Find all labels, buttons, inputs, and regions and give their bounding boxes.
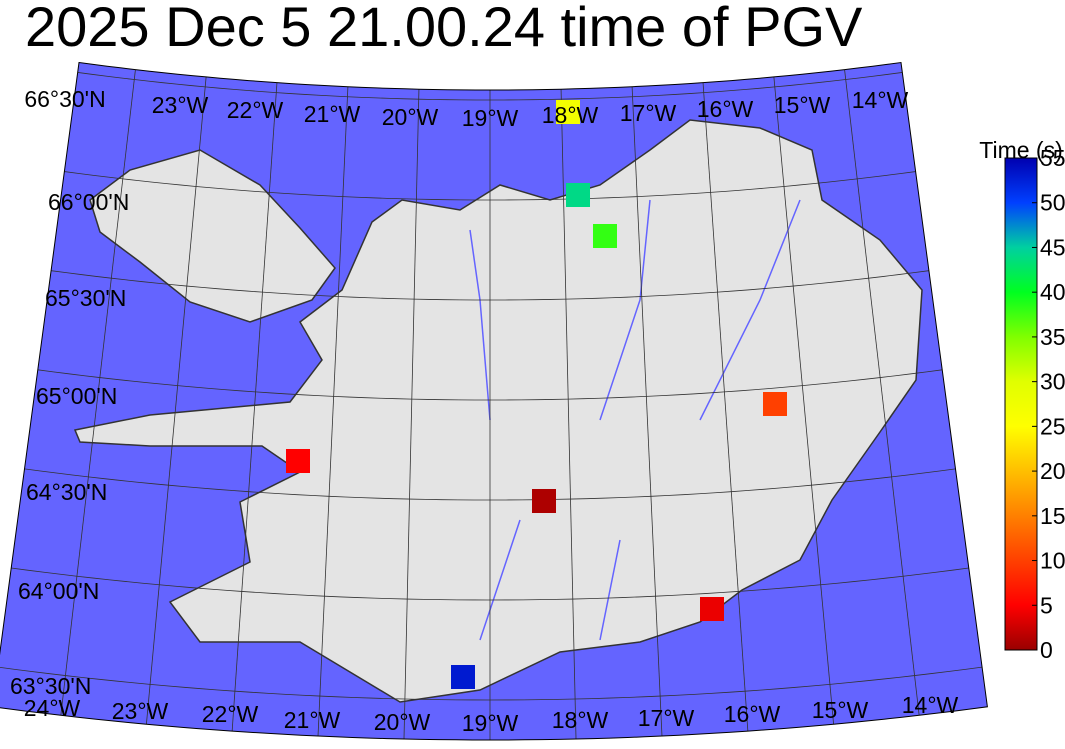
meridian <box>231 82 278 732</box>
colorbar-tick-label: 0 <box>1040 637 1053 663</box>
station-marker <box>532 489 556 513</box>
bottom-lon-label: 19°W <box>462 710 519 736</box>
colorbar-tick-label: 45 <box>1040 234 1065 260</box>
meridian <box>773 76 834 725</box>
bottom-lon-label: 24°W <box>24 695 81 721</box>
meridian <box>60 69 136 716</box>
bottom-lon-label: 18°W <box>552 707 609 733</box>
top-lon-label: 14°W <box>852 87 909 113</box>
lat-label: 65°00'N <box>36 383 117 409</box>
lat-label: 64°30'N <box>26 479 107 505</box>
station-marker <box>700 597 724 621</box>
colorbar-tick-label: 35 <box>1040 324 1065 350</box>
title: 2025 Dec 5 21.00.24 time of PGV <box>25 0 863 58</box>
station-marker <box>451 665 475 689</box>
colorbar-tick-label: 25 <box>1040 413 1065 439</box>
bottom-lon-label: 22°W <box>202 701 259 727</box>
lat-label: 64°00'N <box>18 578 99 604</box>
colorbar-tick-label: 40 <box>1040 279 1065 305</box>
bottom-lon-label: 23°W <box>112 698 169 724</box>
top-lon-label: 19°W <box>462 105 519 131</box>
top-lon-label: 22°W <box>227 97 284 123</box>
westfjords <box>89 149 336 323</box>
colorbar-tick-label: 30 <box>1040 369 1065 395</box>
meridian <box>702 82 749 732</box>
meridian <box>844 69 920 716</box>
top-lon-label: 17°W <box>620 100 677 126</box>
bottom-lon-label: 17°W <box>638 705 695 731</box>
colorbar-tick-label: 50 <box>1040 190 1065 216</box>
top-lon-label: 21°W <box>304 101 361 127</box>
station-marker <box>593 224 617 248</box>
station-marker <box>556 100 580 124</box>
colorbar-label: Time (s) <box>979 137 1062 163</box>
coordinate-labels: 66°30'N 23°W 22°W 21°W 20°W 19°W 18°W 17°W 16°W 1… <box>10 86 959 736</box>
bottom-lon-label: 15°W <box>812 697 869 723</box>
meridian <box>403 89 420 740</box>
meridian <box>317 86 349 737</box>
bottom-lon-label: 16°W <box>724 701 781 727</box>
top-lon-label: 15°W <box>774 92 831 118</box>
colorbar-tick-label: 20 <box>1040 458 1065 484</box>
meridian <box>631 86 663 737</box>
colorbar-gradient <box>1004 157 1038 651</box>
parallel <box>0 666 983 701</box>
lat-label: 65°30'N <box>45 285 126 311</box>
bottom-lon-label: 21°W <box>284 707 341 733</box>
colorbar: Time (s) 0 5 10 15 20 25 30 35 40 45 50 55 <box>979 137 1065 663</box>
bottom-lon-label: 14°W <box>902 692 959 718</box>
top-lon-label: 66°30'N <box>24 86 105 112</box>
station-marker <box>763 392 787 416</box>
meridian <box>146 76 207 725</box>
bottom-lon-label: 20°W <box>374 709 431 735</box>
colorbar-tick-label: 15 <box>1040 503 1065 529</box>
colorbar-tick-label: 10 <box>1040 548 1065 574</box>
meridian <box>560 89 577 740</box>
land-group <box>0 69 983 740</box>
top-lon-label: 16°W <box>697 96 754 122</box>
parallel <box>11 567 969 601</box>
parallel <box>64 171 916 201</box>
colorbar-tick-label: 5 <box>1040 592 1053 618</box>
lat-label: 66°00'N <box>48 189 129 215</box>
top-lon-label: 20°W <box>382 104 439 130</box>
top-lon-label: 23°W <box>152 92 209 118</box>
station-marker <box>566 183 590 207</box>
station-marker <box>286 449 310 473</box>
parallel <box>77 72 903 101</box>
top-lon-label: 18°W <box>542 102 599 128</box>
parallel <box>37 369 943 401</box>
parallel <box>51 270 929 301</box>
parallel <box>24 468 956 501</box>
graticule <box>0 69 983 740</box>
map-frame <box>0 61 988 741</box>
colorbar-tick-label: 55 <box>1040 145 1065 171</box>
stations <box>286 100 787 689</box>
iceland-mainland <box>73 119 923 703</box>
lat-label: 63°30'N <box>10 673 91 699</box>
